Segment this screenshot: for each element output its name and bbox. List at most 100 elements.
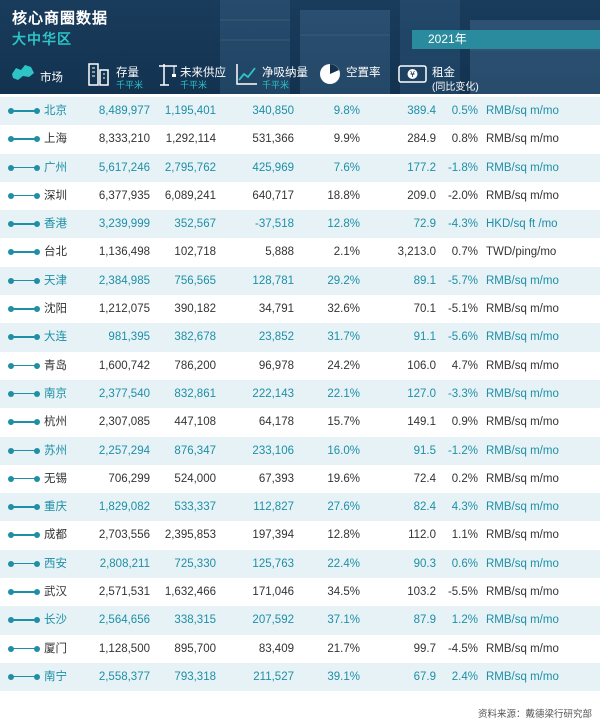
connector-icon <box>8 362 40 369</box>
cell-rent: 72.9 <box>413 218 436 231</box>
connector-icon <box>8 390 40 397</box>
cell-unit: RMB/sq m/mo <box>486 105 559 117</box>
column-label-absorption: 净吸纳量 <box>262 67 308 79</box>
crane-icon <box>159 64 177 86</box>
cell-stock: 1,212,075 <box>98 303 150 316</box>
cell-market: 北京 <box>44 105 67 117</box>
cell-rent: 3,213.0 <box>397 246 436 259</box>
cell-vacancy: 29.2% <box>327 274 360 287</box>
cell-supply: 2,795,762 <box>164 161 216 174</box>
cell-rent-change: 0.7% <box>451 246 478 259</box>
cell-rent: 106.0 <box>407 359 436 372</box>
cell-vacancy: 9.9% <box>333 133 360 146</box>
connector-icon <box>8 560 40 567</box>
cell-unit: RMB/sq m/mo <box>486 331 559 344</box>
cell-supply: 793,318 <box>174 670 216 683</box>
market-table: 北京 8,489,977 1,195,401 340,850 9.8% 389.4 0.5%… <box>0 97 600 692</box>
table-row: 深圳 6,377,935 6,089,241 640,717 18.8% 209.0 -2.… <box>0 181 600 211</box>
cell-absorption: 197,394 <box>252 529 294 542</box>
cell-stock: 2,564,656 <box>98 614 150 627</box>
column-label-stock: 存量 <box>116 67 139 79</box>
cell-supply: 524,000 <box>174 472 216 485</box>
cell-market: 沈阳 <box>44 303 67 316</box>
table-row: 杭州 2,307,085 447,108 64,178 15.7% 149.1 0.9% RM… <box>0 408 600 437</box>
cell-rent: 87.9 <box>413 614 436 627</box>
cell-supply: 756,565 <box>174 274 216 287</box>
cell-supply: 1,632,466 <box>164 586 216 599</box>
connector-icon <box>8 249 40 256</box>
cell-vacancy: 2.1% <box>333 246 360 259</box>
connector-icon <box>8 532 40 539</box>
cell-unit: RMB/sq m/mo <box>486 529 559 542</box>
connector-icon <box>8 589 40 596</box>
table-row: 台北 1,136,498 102,718 5,888 2.1% 3,213.0 0.7% TW… <box>0 238 600 267</box>
cell-rent: 70.1 <box>413 303 436 316</box>
cell-vacancy: 12.8% <box>327 218 360 231</box>
cell-unit: RMB/sq m/mo <box>486 642 559 655</box>
cell-rent-change: -5.7% <box>447 274 478 287</box>
cell-market: 成都 <box>44 529 67 542</box>
column-unit-absorption: 千平米 <box>262 80 290 90</box>
cell-supply: 832,861 <box>174 387 216 400</box>
cell-absorption: 34,791 <box>258 303 294 316</box>
cell-rent-change: -3.3% <box>447 387 478 400</box>
cell-rent-change: 4.3% <box>451 501 478 514</box>
cell-rent-change: 1.2% <box>451 614 478 627</box>
connector-icon <box>8 617 40 624</box>
table-row: 南京 2,377,540 832,861 222,143 22.1% 127.0 -3.3%… <box>0 379 600 409</box>
cell-supply: 338,315 <box>174 614 216 627</box>
cell-market: 武汉 <box>44 586 67 599</box>
cell-absorption: 67,393 <box>258 472 294 485</box>
cell-market: 天津 <box>44 274 67 287</box>
cell-absorption: 96,978 <box>258 359 294 372</box>
cell-unit: RMB/sq m/mo <box>486 416 559 429</box>
table-row: 广州 5,617,246 2,795,762 425,969 7.6% 177.2 -1.8… <box>0 153 600 182</box>
cell-stock: 1,128,500 <box>98 642 150 655</box>
cell-absorption: 23,852 <box>258 331 294 344</box>
cell-rent-change: -4.5% <box>447 642 478 655</box>
cell-supply: 895,700 <box>174 642 216 655</box>
cell-rent-change: 4.7% <box>451 359 478 372</box>
connector-icon <box>8 475 40 482</box>
column-label-vacancy: 空置率 <box>346 67 381 79</box>
cell-stock: 981,395 <box>108 331 150 344</box>
svg-text:¥: ¥ <box>410 70 415 79</box>
cell-supply: 725,330 <box>174 557 216 570</box>
connector-icon <box>8 504 40 511</box>
map-icon <box>12 65 34 80</box>
cell-stock: 2,558,377 <box>98 670 150 683</box>
cell-vacancy: 16.0% <box>327 444 360 457</box>
cell-rent-change: -1.2% <box>447 444 478 457</box>
cell-supply: 1,292,114 <box>165 133 216 146</box>
cell-stock: 2,703,556 <box>98 529 150 542</box>
connector-icon <box>8 221 40 228</box>
table-row: 大连 981,395 382,678 23,852 31.7% 91.1 -5.6% RMB/… <box>0 323 600 352</box>
cell-supply: 2,395,853 <box>164 529 216 542</box>
cell-rent: 209.0 <box>407 189 436 202</box>
cell-rent-change: 2.4% <box>451 670 478 683</box>
cell-stock: 2,384,985 <box>98 274 150 287</box>
cell-absorption: 340,850 <box>252 105 294 117</box>
year-badge: 2021年 <box>412 30 600 49</box>
connector-icon <box>8 334 40 341</box>
cell-market: 南京 <box>44 387 67 400</box>
cell-rent: 89.1 <box>413 274 436 287</box>
table-row: 天津 2,384,985 756,565 128,781 29.2% 89.1 -5.7% R… <box>0 266 600 296</box>
table-row: 苏州 2,257,294 876,347 233,106 16.0% 91.5 -1.2% R… <box>0 436 600 465</box>
cell-supply: 6,089,241 <box>164 189 216 202</box>
cell-vacancy: 22.1% <box>327 387 360 400</box>
cell-vacancy: 18.8% <box>327 189 360 202</box>
connector-icon <box>8 192 40 199</box>
cell-vacancy: 12.8% <box>327 529 360 542</box>
cell-vacancy: 21.7% <box>327 642 360 655</box>
buildings-icon <box>88 63 109 86</box>
source-note: 资料来源：戴德梁行研究部 <box>477 709 592 720</box>
cell-vacancy: 32.6% <box>327 303 360 316</box>
cell-market: 杭州 <box>44 416 67 429</box>
column-label-rent: 租金 <box>432 67 455 79</box>
cell-supply: 876,347 <box>174 444 216 457</box>
cell-vacancy: 22.4% <box>327 557 360 570</box>
cell-rent-change: 1.1% <box>451 529 478 542</box>
cell-absorption: 211,527 <box>253 670 294 683</box>
